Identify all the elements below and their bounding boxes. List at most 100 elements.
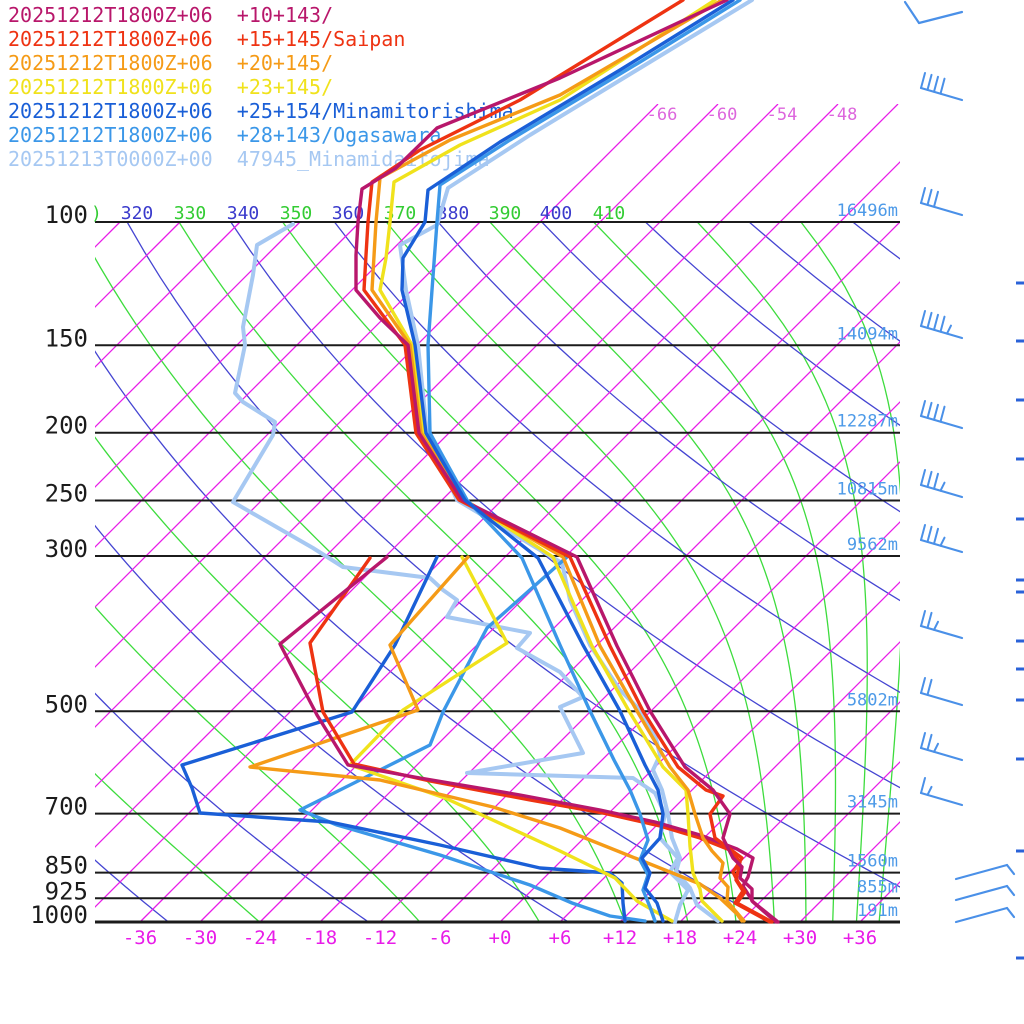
adiabat-label-340: 340	[227, 203, 260, 224]
adiabat-label-350: 350	[280, 203, 313, 224]
isotherm--12	[379, 401, 900, 923]
sounding-temperature--23-145-temperature	[378, 0, 724, 923]
isotherm--24	[259, 281, 900, 923]
pressure-label-850: 850	[45, 852, 88, 880]
pressure-label-200: 200	[45, 412, 88, 440]
temperature-labels: -36 -30 -24 -18 -12 -6 +0 +6 +12 +18 +24 +30 +36	[123, 927, 877, 949]
temp-label--18: -18	[303, 927, 337, 949]
moist-adiabat-390	[489, 222, 807, 923]
isotherm--72	[95, 221, 481, 608]
pressure-label-150: 150	[45, 324, 88, 352]
isotherm-30	[799, 821, 900, 923]
temp-label-+18: +18	[663, 927, 697, 949]
adiabat-label-330: 330	[174, 203, 207, 224]
altitude-label-100: 16496m	[837, 201, 898, 221]
dry-adiabat-280	[95, 524, 572, 923]
pressure-label-500: 500	[45, 690, 88, 718]
altitude-labels: 16496m 14094m 12287m 10815m 9562m 5802m 3145m 1…	[837, 201, 898, 921]
sounding-curves	[180, 0, 780, 924]
moist-adiabat-290	[95, 436, 541, 923]
sounding-temperature--20-145-temperature	[370, 0, 746, 923]
legend-line-4: 20251212T1800Z+06 +23+145/	[8, 75, 334, 99]
upper-temp-labels: -66 -60 -54 -48	[647, 105, 858, 125]
legend-line-6: 20251212T1800Z+06 +28+143/Ogasawara	[8, 123, 442, 147]
temp-label--12: -12	[363, 927, 397, 949]
moist-adiabat-330	[178, 222, 689, 923]
isotherm-24	[739, 761, 900, 923]
edge-wind-dashes	[1016, 281, 1024, 960]
wind-barbs	[903, 0, 1016, 924]
moist-adiabat-250	[95, 772, 262, 923]
altitude-label-500: 5802m	[847, 690, 898, 710]
isotherm--60	[95, 104, 719, 728]
moist-adiabat-350	[281, 222, 737, 923]
upper-temp-label--54: -54	[767, 105, 798, 125]
adiabat-label-fragment: )	[91, 203, 102, 224]
adiabat-label-320: 320	[121, 203, 154, 224]
dry-adiabat-340	[230, 222, 900, 789]
pressure-label-100: 100	[45, 201, 88, 229]
sounding-temperature--10-143-temperature	[354, 0, 780, 924]
pressure-label-925: 925	[45, 877, 88, 905]
altitude-label-300: 9562m	[847, 535, 898, 555]
pressure-label-300: 300	[45, 535, 88, 563]
isotherm--18	[319, 341, 900, 923]
dry-adiabat-260	[95, 692, 372, 923]
isotherm--96	[95, 221, 241, 368]
isotherm--102	[95, 221, 181, 308]
legend-line-2: 20251212T1800Z+06 +15+145/Saipan	[8, 27, 406, 51]
altitude-label-850: 1560m	[847, 852, 898, 872]
temp-label-+12: +12	[603, 927, 637, 949]
temp-label-+30: +30	[783, 927, 817, 949]
adiabat-label-380: 380	[437, 203, 470, 224]
upper-temp-label--66: -66	[647, 105, 678, 125]
altitude-label-925: 855m	[857, 877, 898, 897]
altitude-label-1000: 191m	[857, 901, 898, 921]
dry-adiabat-240	[95, 859, 171, 923]
isotherm-12	[619, 641, 900, 923]
isotherm--90	[95, 221, 301, 428]
altitude-label-250: 10815m	[837, 480, 898, 500]
pressure-label-250: 250	[45, 480, 88, 508]
temp-label-+6: +6	[549, 927, 572, 949]
temp-label--24: -24	[243, 927, 277, 949]
temp-label--6: -6	[429, 927, 452, 949]
dry-adiabat-360	[333, 222, 900, 694]
pressure-lines	[95, 221, 900, 924]
isotherms	[95, 104, 900, 923]
legend-line-5: 20251212T1800Z+06 +25+154/Minamitorishim…	[8, 99, 514, 123]
sounding-temperature--15-145-saipan-temperature	[362, 0, 774, 924]
temp-label--36: -36	[123, 927, 157, 949]
adiabat-label-400: 400	[540, 203, 573, 224]
isotherm-18	[679, 701, 900, 923]
temp-label--30: -30	[183, 927, 217, 949]
adiabat-label-410: 410	[593, 203, 626, 224]
altitude-label-150: 14094m	[837, 324, 898, 344]
adiabat-label-360: 360	[332, 203, 365, 224]
sounding-dewpoint--10-143-dewpoint	[278, 555, 778, 924]
legend-line-1: 20251212T1800Z+06 +10+143/	[8, 3, 334, 27]
isotherm--66	[95, 104, 659, 668]
dry-adiabat-380	[437, 222, 900, 602]
isotherm--78	[95, 221, 421, 548]
isotherm--48	[95, 104, 839, 848]
temp-label-+24: +24	[723, 927, 757, 949]
moist-adiabat-430	[696, 222, 868, 923]
temp-label-+36: +36	[843, 927, 877, 949]
moist-adiabat-310	[95, 256, 627, 923]
moist-adiabat-270	[95, 605, 422, 923]
pressure-label-700: 700	[45, 793, 88, 821]
upper-temp-label--48: -48	[827, 105, 858, 125]
isotherm--36	[139, 161, 900, 923]
sounding-temperature--25-154-minamitorishima-temperature	[400, 0, 735, 923]
altitude-label-200: 12287m	[837, 412, 898, 432]
dry-adiabat-400	[541, 222, 900, 513]
moist-adiabat-450	[800, 222, 900, 923]
isotherm-0	[499, 521, 900, 923]
sounding-temperature--28-143-ogasawara-temperature	[426, 0, 742, 923]
temp-label-+0: +0	[489, 927, 512, 949]
